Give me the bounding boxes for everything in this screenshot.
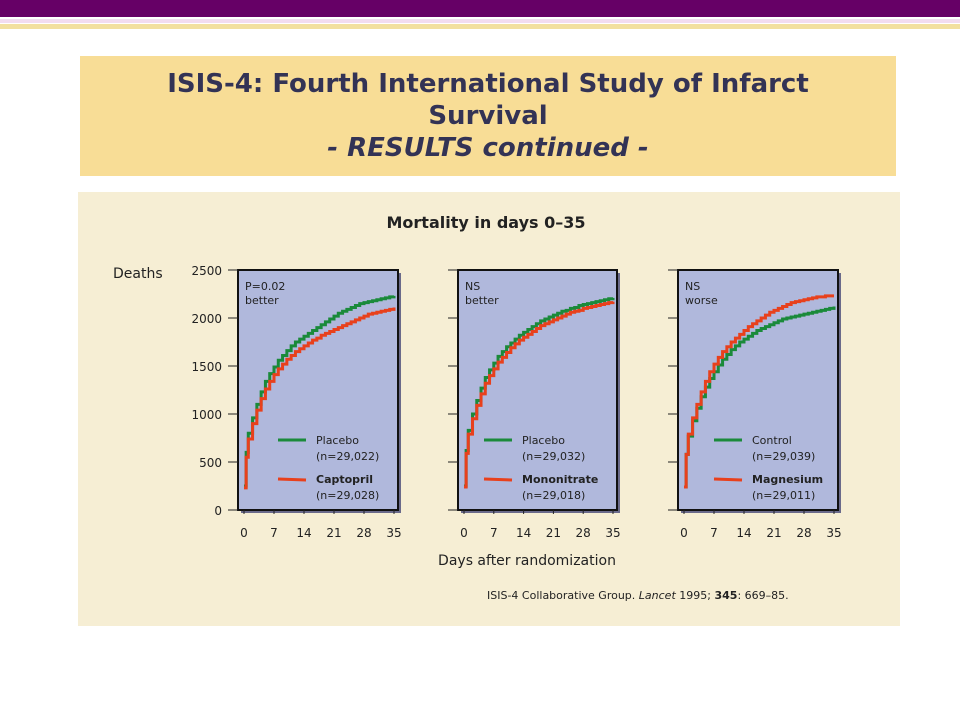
citation: ISIS-4 Collaborative Group. Lancet 1995;… — [487, 589, 789, 602]
legend-n-mononitrate: (n=29,018) — [522, 489, 585, 502]
y-tick-label: 2500 — [191, 264, 222, 278]
x-tick-label: 28 — [356, 526, 371, 540]
series-line-magnesium — [684, 294, 834, 489]
x-tick-label: 0 — [240, 526, 248, 540]
plot-annotation: worse — [685, 294, 718, 307]
plot-annotation: NS — [685, 280, 700, 293]
legend-swatch-captopril — [277, 477, 307, 482]
y-tick-label: 1500 — [191, 360, 222, 374]
y-tick-label: 0 — [214, 504, 222, 518]
legend-n-placebo: (n=29,032) — [522, 450, 585, 463]
series-line-mononitrate — [464, 301, 615, 489]
chart-panel: Mortality in days 0–35 Deaths Days after r… — [78, 192, 900, 626]
legend-label-mononitrate: Mononitrate — [522, 473, 598, 486]
header-divider — [0, 19, 960, 23]
x-tick-label: 28 — [576, 526, 591, 540]
citation-volume: 345 — [714, 589, 738, 602]
legend-n-captopril: (n=29,028) — [316, 489, 379, 502]
mortality-chart: Mortality in days 0–35 Deaths Days after r… — [113, 213, 842, 569]
header-purple-strip — [0, 0, 960, 17]
citation-journal: Lancet — [638, 589, 676, 602]
x-tick-label: 7 — [710, 526, 718, 540]
legend-label-placebo: Placebo — [316, 434, 359, 447]
header-bar — [0, 0, 960, 29]
legend-label-placebo: Placebo — [522, 434, 565, 447]
x-tick-label: 35 — [386, 526, 401, 540]
x-tick-label: 21 — [546, 526, 561, 540]
plot-annotation: better — [465, 294, 499, 307]
y-tick-label: 1000 — [191, 408, 222, 422]
plot-annotation: NS — [465, 280, 480, 293]
x-tick-label: 7 — [270, 526, 278, 540]
slide-title-line2: Survival — [428, 101, 548, 131]
legend-n-control: (n=29,039) — [752, 450, 815, 463]
slide-subtitle: - RESULTS continued - — [327, 133, 649, 163]
x-tick-label: 14 — [516, 526, 531, 540]
x-tick-label: 14 — [736, 526, 751, 540]
x-tick-label: 21 — [326, 526, 341, 540]
legend-label-captopril: Captopril — [316, 473, 373, 486]
x-axis-label: Days after randomization — [438, 553, 616, 569]
y-axis-label: Deaths — [113, 266, 163, 282]
legend-n-placebo: (n=29,022) — [316, 450, 379, 463]
x-tick-label: 0 — [680, 526, 688, 540]
x-tick-label: 7 — [490, 526, 498, 540]
x-tick-label: 28 — [796, 526, 811, 540]
citation-prefix: ISIS-4 Collaborative Group. — [487, 589, 639, 602]
x-tick-label: 21 — [766, 526, 781, 540]
legend-n-magnesium: (n=29,011) — [752, 489, 815, 502]
series-line-placebo — [464, 297, 615, 488]
legend-swatch-magnesium — [713, 477, 743, 482]
x-tick-label: 35 — [605, 526, 620, 540]
plot-annotation: P=0.02 — [245, 280, 285, 293]
legend-label-control: Control — [752, 434, 792, 447]
plot-annotation: better — [245, 294, 279, 307]
x-tick-label: 14 — [296, 526, 311, 540]
legend-label-magnesium: Magnesium — [752, 473, 823, 486]
legend-swatch-mononitrate — [483, 477, 513, 482]
series-line-captopril — [244, 307, 396, 490]
x-tick-label: 0 — [460, 526, 468, 540]
slide-title-box: ISIS-4: Fourth International Study of In… — [80, 56, 896, 176]
chart-title: Mortality in days 0–35 — [387, 213, 586, 232]
y-tick-label: 500 — [199, 456, 222, 470]
y-tick-label: 2000 — [191, 312, 222, 326]
header-divider-gold — [0, 24, 960, 29]
citation-year: 1995; — [675, 589, 715, 602]
series-line-placebo — [244, 295, 396, 488]
citation-pages: : 669–85. — [737, 589, 789, 602]
x-tick-label: 35 — [826, 526, 841, 540]
slide-title-line1: ISIS-4: Fourth International Study of In… — [167, 69, 809, 99]
